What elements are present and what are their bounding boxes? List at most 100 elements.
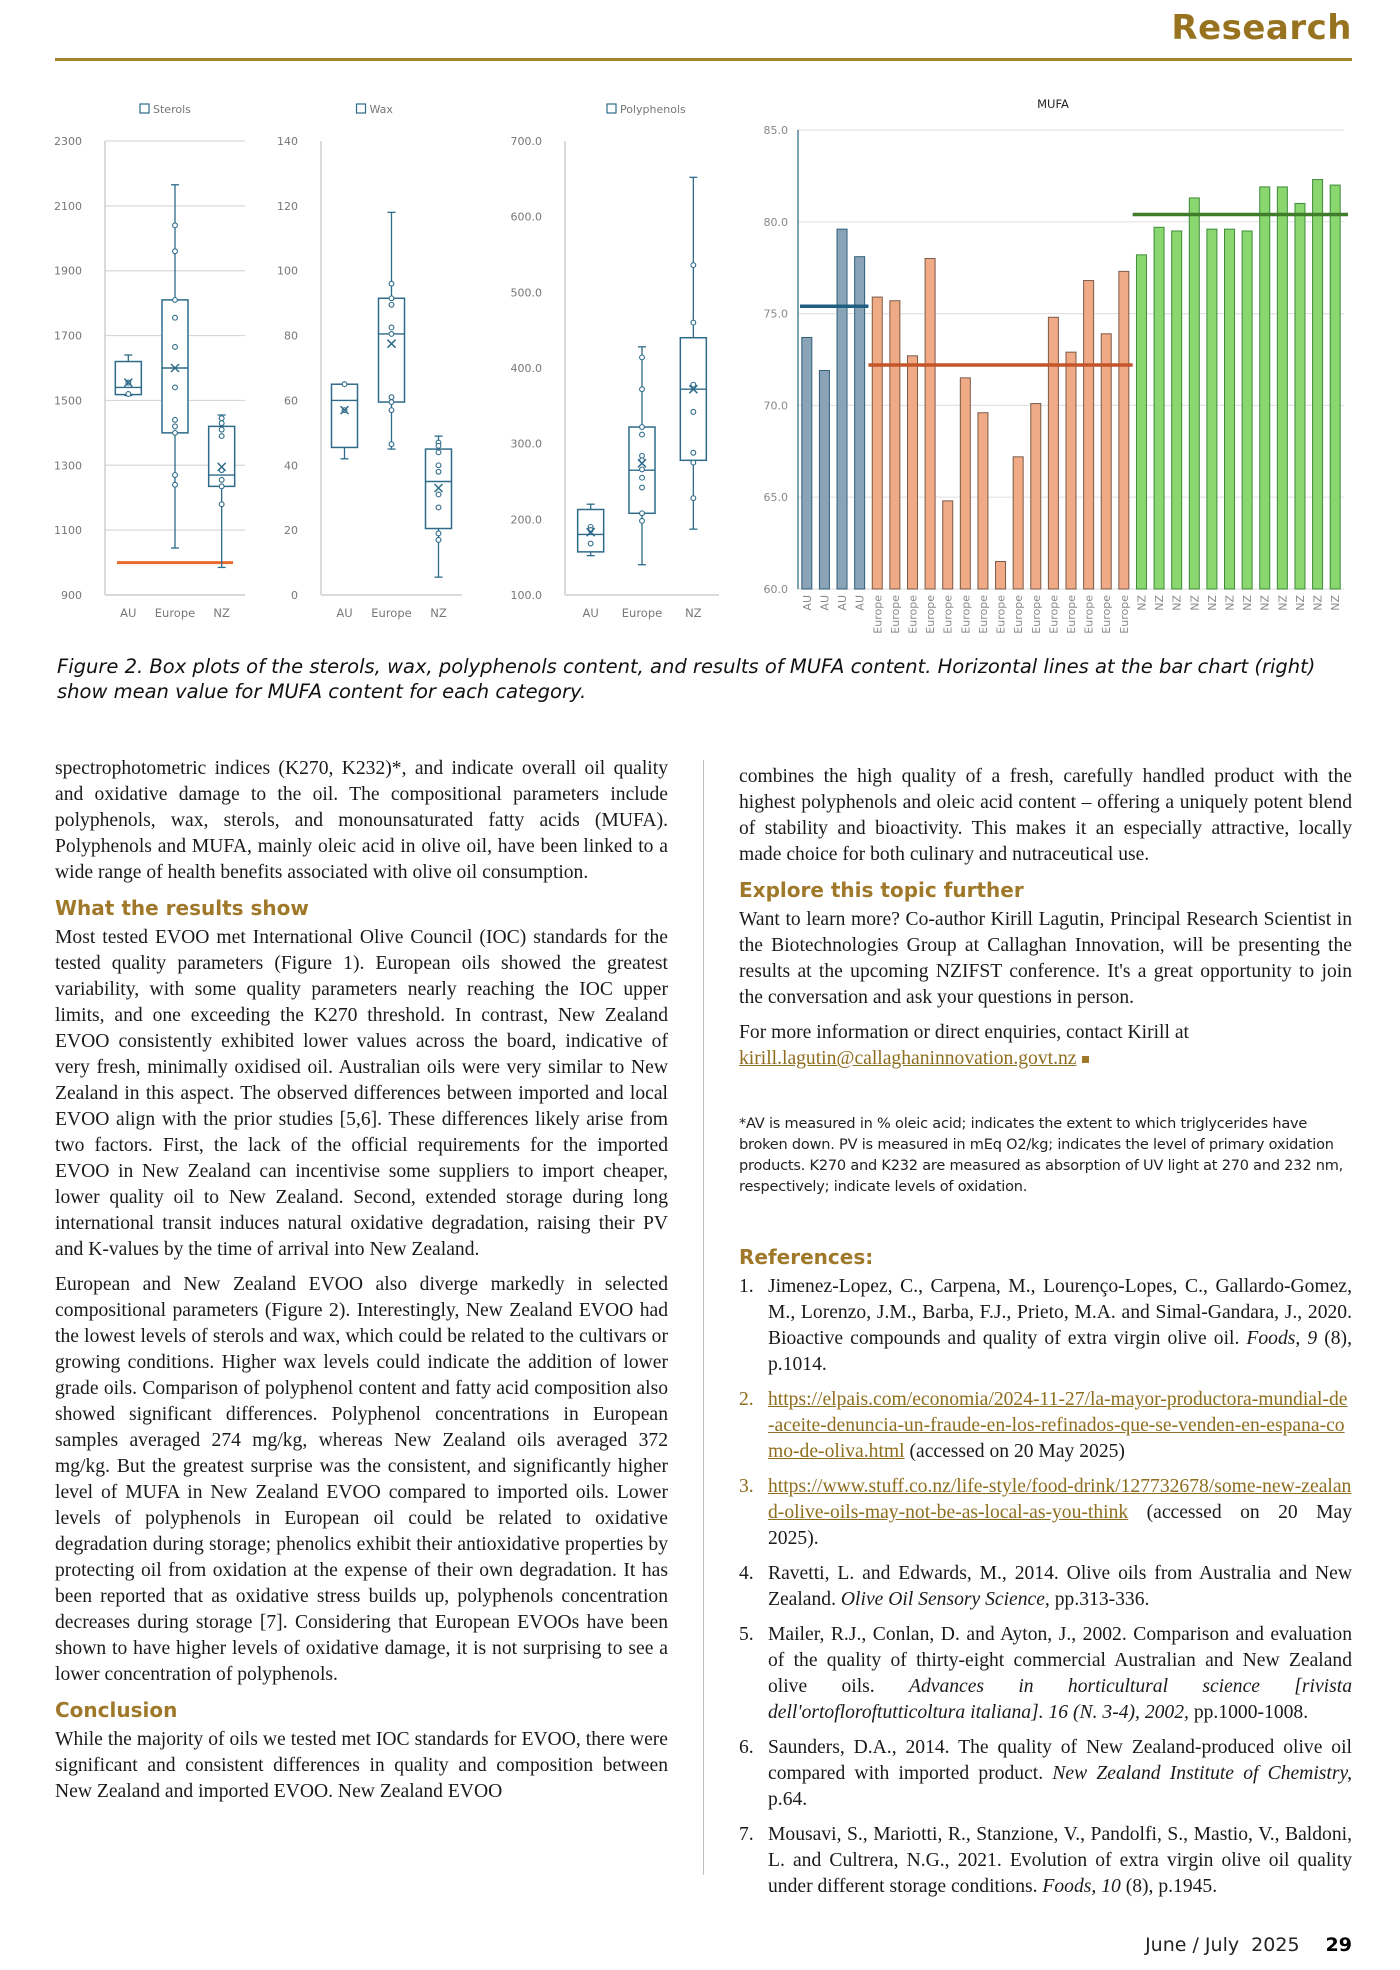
x-tick-label: NZ bbox=[1206, 595, 1219, 611]
mufa-bar bbox=[1012, 456, 1024, 590]
y-tick-label: 1100 bbox=[54, 524, 82, 537]
column-divider bbox=[703, 760, 704, 1875]
x-tick-label: NZ bbox=[1329, 595, 1342, 611]
left-column: spectrophotometric indices (K270, K232)*… bbox=[55, 756, 668, 1814]
y-tick-label: 80.0 bbox=[764, 216, 789, 229]
reference-number: 1. bbox=[739, 1276, 754, 1297]
data-point bbox=[172, 384, 178, 391]
category-label: AU bbox=[120, 606, 136, 620]
data-point bbox=[639, 424, 645, 430]
header-rule bbox=[55, 58, 1352, 61]
reference-item: 5. Mailer, R.J., Conlan, D. and Ayton, J.… bbox=[739, 1622, 1352, 1726]
box bbox=[330, 383, 359, 449]
mufa-bar bbox=[1118, 270, 1130, 590]
mean-marker bbox=[339, 405, 350, 415]
x-tick-label: NZ bbox=[1294, 595, 1307, 611]
mufa-bar bbox=[836, 228, 848, 590]
mufa-bar bbox=[1153, 226, 1165, 590]
data-point bbox=[639, 431, 645, 438]
x-tick-label: Europe bbox=[1065, 595, 1078, 634]
x-tick-label: Europe bbox=[1083, 595, 1096, 634]
y-tick-label: 75.0 bbox=[764, 308, 789, 321]
y-tick-label: 2300 bbox=[54, 135, 82, 148]
mean-marker bbox=[217, 462, 227, 472]
y-tick-label: 65.0 bbox=[764, 491, 789, 504]
reference-number: 5. bbox=[739, 1624, 754, 1645]
category-label: NZ bbox=[430, 606, 447, 620]
x-tick-label: Europe bbox=[924, 595, 937, 634]
reference-text: Saunders, D.A., 2014. The quality of New… bbox=[768, 1737, 1352, 1784]
box bbox=[679, 336, 708, 462]
category-label: Europe bbox=[155, 606, 195, 620]
reference-link[interactable]: https://www.stuff.co.nz/life-style/food-… bbox=[768, 1476, 1352, 1523]
footnote: *AV is measured in % oleic acid; indicat… bbox=[739, 1116, 1344, 1195]
contact-email-link[interactable]: kirill.lagutin@callaghaninnovation.govt.… bbox=[739, 1048, 1077, 1069]
y-tick-label: 120 bbox=[277, 200, 298, 213]
x-tick-label: Europe bbox=[1047, 595, 1060, 634]
x-tick-label: Europe bbox=[1012, 595, 1025, 634]
reference-journal: Olive Oil Sensory Science, bbox=[840, 1589, 1050, 1610]
data-point bbox=[218, 433, 225, 440]
x-tick-label: AU bbox=[854, 595, 867, 611]
mean-marker bbox=[637, 458, 647, 468]
data-point bbox=[388, 399, 395, 405]
issue-date: June / July 2025 bbox=[1145, 1934, 1300, 1956]
reference-tail: pp.313-336. bbox=[1049, 1589, 1150, 1610]
legend-swatch bbox=[355, 103, 367, 114]
y-tick-label: 1500 bbox=[54, 394, 82, 407]
legend-swatch bbox=[606, 103, 617, 114]
category-label: NZ bbox=[685, 606, 702, 620]
mean-marker bbox=[170, 363, 180, 373]
y-tick-label: 400.0 bbox=[511, 362, 543, 375]
results-paragraph-2: European and New Zealand EVOO also diver… bbox=[55, 1274, 668, 1685]
x-tick-label: NZ bbox=[1153, 595, 1166, 611]
explore-heading: Explore this topic further bbox=[739, 878, 1024, 902]
reference-link[interactable]: https://elpais.com/economia/2024-11-27/l… bbox=[768, 1389, 1348, 1462]
mufa-bar bbox=[1276, 186, 1288, 590]
mean-marker bbox=[123, 378, 133, 388]
contact-text: For more information or direct enquiries… bbox=[739, 1022, 1189, 1043]
y-tick-label: 60.0 bbox=[764, 583, 789, 596]
data-point bbox=[435, 530, 442, 537]
y-tick-label: 20 bbox=[284, 524, 298, 537]
figure-caption: Figure 2. Box plots of the sterols, wax,… bbox=[57, 655, 1316, 703]
data-point bbox=[388, 301, 395, 308]
reference-text: Ravetti, L. and Edwards, M., 2014. Olive… bbox=[768, 1563, 1352, 1610]
mufa-bar bbox=[1224, 228, 1236, 590]
reference-number: 6. bbox=[739, 1737, 754, 1758]
mufa-bar bbox=[1294, 202, 1306, 590]
data-point bbox=[172, 416, 178, 423]
reference-tail: pp.1000-1008. bbox=[1188, 1702, 1309, 1723]
x-tick-label: AU bbox=[836, 595, 849, 611]
data-point bbox=[435, 504, 442, 511]
data-point bbox=[172, 248, 178, 255]
data-point bbox=[172, 423, 178, 430]
x-tick-label: NZ bbox=[1312, 595, 1325, 611]
x-tick-label: NZ bbox=[1224, 595, 1237, 611]
box bbox=[161, 299, 189, 434]
reference-item: 2. https://elpais.com/economia/2024-11-27… bbox=[739, 1387, 1352, 1465]
intro-paragraph: spectrophotometric indices (K270, K232)*… bbox=[55, 758, 668, 883]
x-tick-label: NZ bbox=[1135, 595, 1148, 611]
mufa-bar bbox=[977, 412, 989, 590]
box bbox=[114, 360, 143, 396]
mufa-bar bbox=[1100, 333, 1112, 590]
mean-marker bbox=[386, 339, 397, 349]
data-point bbox=[172, 222, 178, 229]
reference-number: 2. bbox=[739, 1389, 754, 1410]
y-tick-label: 2100 bbox=[54, 200, 82, 213]
y-tick-label: 900 bbox=[61, 589, 82, 602]
data-point bbox=[435, 442, 442, 449]
reference-item: 1. Jimenez-Lopez, C., Carpena, M., Louren… bbox=[739, 1274, 1352, 1378]
data-point bbox=[639, 517, 645, 524]
data-point bbox=[690, 459, 697, 466]
reference-tail: (8), p.1945. bbox=[1120, 1876, 1218, 1897]
mean-marker bbox=[433, 483, 444, 493]
mufa-bar bbox=[818, 370, 830, 590]
legend-swatch bbox=[139, 103, 150, 114]
mufa-bar bbox=[959, 377, 971, 590]
category-label: AU bbox=[583, 606, 599, 620]
data-point bbox=[172, 472, 178, 478]
y-tick-label: 300.0 bbox=[511, 438, 543, 451]
data-point bbox=[639, 354, 645, 361]
